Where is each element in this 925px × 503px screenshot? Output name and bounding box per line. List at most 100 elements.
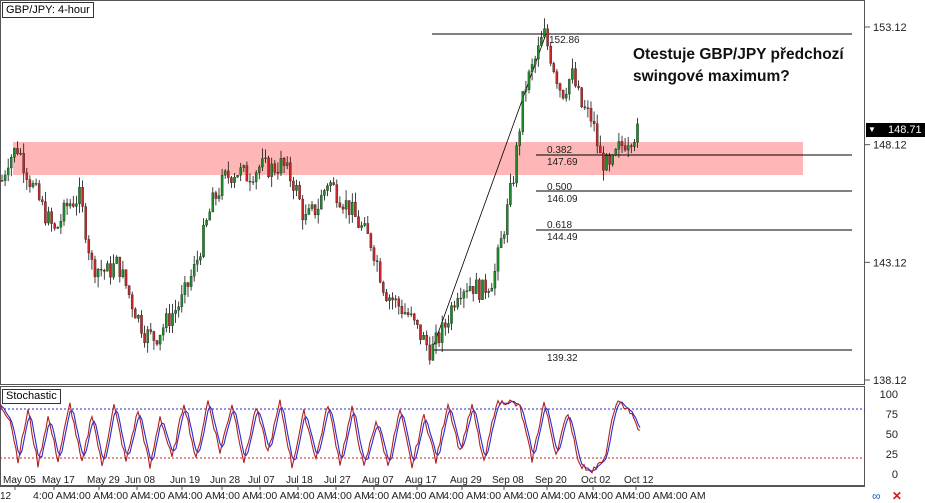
candle-body xyxy=(459,297,463,300)
stochastic-title: Stochastic xyxy=(2,389,61,404)
candle-body xyxy=(34,183,38,185)
candle-body xyxy=(394,298,397,301)
date-label: Oct 02 xyxy=(581,475,611,486)
candle-body xyxy=(332,182,335,185)
candle-body xyxy=(583,106,587,109)
candle-body xyxy=(462,291,466,299)
candle-body xyxy=(561,90,565,99)
candle-body xyxy=(537,45,540,60)
time-label: 4:00 AM xyxy=(70,490,109,502)
candle-body xyxy=(177,306,180,311)
date-label: Jun 28 xyxy=(210,475,240,486)
candle-body xyxy=(165,313,168,328)
candle-body xyxy=(326,185,329,191)
fib-low-label: 139.32 xyxy=(547,353,578,364)
date-label: May 29 xyxy=(87,475,120,486)
candle-body xyxy=(347,200,351,215)
last-price-tag: ▼ 148.71 xyxy=(866,123,925,137)
candle-body xyxy=(310,204,314,209)
date-label: Aug 29 xyxy=(450,475,482,486)
candle-body xyxy=(499,238,503,248)
candle-body xyxy=(403,312,407,314)
time-label: 4:00 AM xyxy=(406,490,445,502)
candle-body xyxy=(341,206,345,210)
fib-500-value: 146.09 xyxy=(547,194,578,205)
time-label: 4:00 AM xyxy=(145,490,184,502)
candle-body xyxy=(168,313,171,326)
fib-500-ratio: 0.500 xyxy=(547,182,572,193)
candle-body xyxy=(320,195,323,210)
candle-body xyxy=(378,261,382,283)
candle-body xyxy=(127,285,131,295)
candle-body xyxy=(298,185,301,200)
candle-body xyxy=(521,91,525,132)
candle-body xyxy=(22,153,25,173)
candle-body xyxy=(555,71,559,84)
candle-body xyxy=(90,252,94,260)
candle-body xyxy=(158,334,162,345)
candle-body xyxy=(205,220,208,226)
candle-body xyxy=(552,63,556,72)
candle-body xyxy=(586,107,590,109)
candle-body xyxy=(10,157,13,169)
candle-body xyxy=(419,324,422,340)
close-icon[interactable]: ✕ xyxy=(891,489,902,503)
candle-body xyxy=(227,170,230,178)
candle-body xyxy=(406,312,410,315)
candle-body xyxy=(261,158,264,168)
candle-body xyxy=(592,121,596,124)
candle-body xyxy=(217,195,221,199)
candle-body xyxy=(543,28,546,38)
stochastic-frame xyxy=(0,386,865,486)
candle-body xyxy=(276,171,280,174)
candles-group xyxy=(0,18,639,365)
candle-body xyxy=(137,315,140,319)
candle-body xyxy=(397,298,401,307)
candle-body xyxy=(487,291,490,293)
fib-382-ratio: 0.382 xyxy=(547,145,572,156)
candle-body xyxy=(189,276,193,287)
candle-body xyxy=(431,343,435,361)
candle-body xyxy=(323,190,326,196)
candle-body xyxy=(366,223,370,234)
candle-body xyxy=(258,166,261,173)
candle-body xyxy=(62,202,66,222)
resistance-zone xyxy=(13,142,803,175)
link-icon[interactable]: ∞ xyxy=(872,489,881,503)
price-tick-label: 138.12 xyxy=(873,375,907,387)
candle-body xyxy=(196,259,199,265)
date-label: Aug 07 xyxy=(362,475,394,486)
candle-body xyxy=(245,165,249,182)
time-label: 4:00 AM xyxy=(443,490,482,502)
candle-body xyxy=(25,172,29,180)
stoch-level-75: 75 xyxy=(886,409,898,421)
candle-body xyxy=(490,287,494,292)
candle-body xyxy=(382,282,385,293)
price-marker-icon: ▼ xyxy=(868,125,876,134)
chart-annotation: Otestuje GBP/JPY předchozí swingové maxi… xyxy=(633,44,873,88)
stoch-level-0: 0 xyxy=(892,469,898,481)
candle-body xyxy=(444,322,447,328)
candle-body xyxy=(109,263,112,278)
candle-body xyxy=(202,224,205,257)
candle-body xyxy=(37,183,41,200)
candle-body xyxy=(183,282,187,295)
time-label: 4:00 AM xyxy=(630,490,669,502)
candle-body xyxy=(112,263,115,278)
candle-body xyxy=(68,203,72,207)
candle-body xyxy=(630,145,633,147)
time-label: 4:00 AM xyxy=(667,490,706,502)
candle-body xyxy=(478,279,481,300)
candle-body xyxy=(211,192,215,213)
candle-body xyxy=(422,335,425,340)
date-label: Oct 12 xyxy=(624,475,654,486)
candle-body xyxy=(375,260,379,262)
candle-body xyxy=(208,211,211,221)
candle-body xyxy=(199,256,202,261)
candle-body xyxy=(313,204,317,216)
candle-body xyxy=(47,211,50,224)
candle-body xyxy=(134,308,137,319)
candle-body xyxy=(617,141,621,150)
time-label: 4:00 AM xyxy=(257,490,296,502)
